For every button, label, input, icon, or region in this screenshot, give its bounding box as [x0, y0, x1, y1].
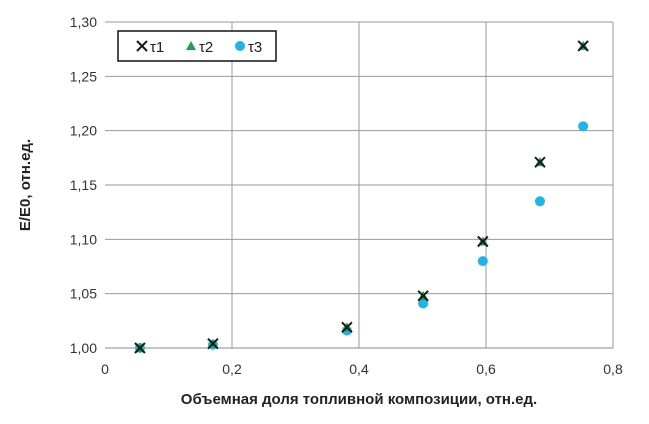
y-tick-label: 1,25: [70, 68, 97, 84]
legend-label: τ2: [199, 39, 213, 56]
point-tau1: [341, 321, 353, 334]
legend-box: [117, 30, 277, 62]
y-tick-label: 1,15: [70, 177, 97, 193]
point-tau2: [186, 41, 196, 50]
x-tick-label: 0,6: [476, 361, 496, 377]
point-tau3: [534, 196, 545, 207]
point-tau1: [134, 342, 146, 354]
y-axis-label: E/E0, отн.ед.: [17, 139, 34, 231]
x-tick-label: 0,8: [603, 361, 623, 377]
point-tau3: [235, 41, 245, 51]
x-tick-label: 0: [101, 361, 109, 377]
y-tick-label: 1,30: [70, 14, 97, 30]
x-axis-label: Объемная доля топливной композиции, отн.…: [181, 391, 537, 408]
x-tick-label: 0,2: [222, 361, 242, 377]
legend-label: τ3: [248, 39, 262, 56]
point-tau1: [477, 235, 489, 248]
legend-label: τ1: [150, 39, 164, 56]
point-tau1: [534, 156, 546, 168]
point-tau1: [207, 337, 219, 350]
point-tau1: [417, 290, 429, 302]
y-tick-label: 1,05: [70, 286, 97, 302]
y-tick-label: 1,10: [70, 231, 97, 247]
y-tick-label: 1,00: [70, 340, 97, 356]
point-tau1: [577, 40, 589, 52]
point-tau3: [578, 121, 589, 132]
point-tau3: [477, 256, 488, 267]
x-tick-label: 0,4: [349, 361, 369, 377]
y-tick-label: 1,20: [70, 123, 97, 139]
legend: τ1 τ2 τ3: [117, 30, 277, 62]
point-tau3: [418, 298, 429, 309]
point-tau1: [136, 40, 148, 52]
